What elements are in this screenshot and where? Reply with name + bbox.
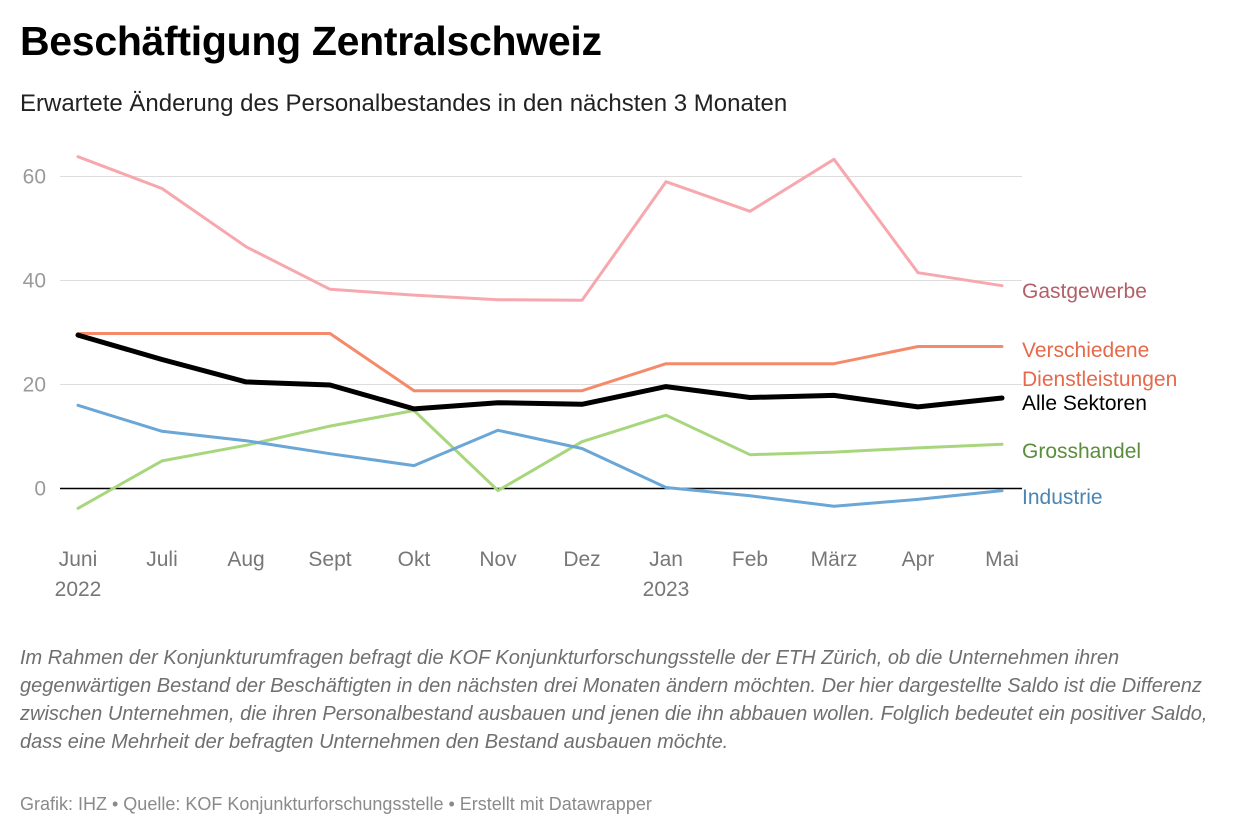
series-label-verschiedene-dienstleistungen: Verschiedene [1022, 339, 1149, 362]
series-label-gastgewerbe: Gastgewerbe [1022, 280, 1147, 303]
x-tick-label: Jan [649, 548, 683, 571]
series-labels: Gastgewerbe Verschiedene Dienstleistungen G… [1022, 280, 1177, 509]
series-line-gastgewerbe [76, 155, 1004, 302]
chart-title: Beschäftigung Zentralschweiz [20, 18, 602, 64]
series-label-industrie: Industrie [1022, 486, 1103, 509]
chart-subtitle: Erwartete Änderung des Personalbestandes… [20, 90, 788, 117]
chart-notes: Im Rahmen der Konjunkturumfragen befragt… [20, 647, 1208, 753]
x-tick-label: Juli [146, 548, 178, 571]
series-lines [75, 155, 1005, 510]
x-tick-label: Mai [985, 548, 1019, 571]
x-axis: Juni 2022 Juli Aug Sept Okt Nov Dez Jan 2023 Feb Mä… [55, 548, 1019, 601]
x-tick-label: Feb [732, 548, 768, 571]
y-tick-label: 20 [23, 374, 46, 397]
series-line-alle-sektoren [75, 332, 1005, 412]
series-line-grosshandel [76, 409, 1004, 510]
series-label-verschiedene-dienstleistungen: Dienstleistungen [1022, 368, 1177, 391]
x-tick-year-label: 2022 [55, 578, 102, 601]
series-label-grosshandel: Grosshandel [1022, 440, 1141, 463]
gridlines: 0 20 40 60 [23, 166, 1022, 501]
y-tick-label: 0 [34, 478, 46, 501]
line-chart: 0 20 40 60 Gastgewerbe Verschiedene Dienstlei… [23, 155, 1177, 601]
series-line-industrie [76, 403, 1004, 508]
x-tick-label: Dez [563, 548, 600, 571]
x-tick-label: Nov [479, 548, 517, 571]
x-tick-label: Sept [308, 548, 351, 571]
x-tick-label: Aug [227, 548, 264, 571]
x-tick-year-label: 2023 [643, 578, 690, 601]
chart-credits: Grafik: IHZ • Quelle: KOF Konjunkturfors… [20, 794, 652, 814]
x-tick-label: Juni [59, 548, 98, 571]
series-line-verschiedene-dienstleistungen [76, 332, 1004, 393]
y-tick-label: 40 [23, 270, 46, 293]
x-tick-label: Okt [398, 548, 431, 571]
y-tick-label: 60 [23, 166, 46, 189]
x-tick-label: Apr [902, 548, 935, 571]
series-label-alle-sektoren: Alle Sektoren [1022, 392, 1147, 415]
x-tick-label: März [811, 548, 858, 571]
